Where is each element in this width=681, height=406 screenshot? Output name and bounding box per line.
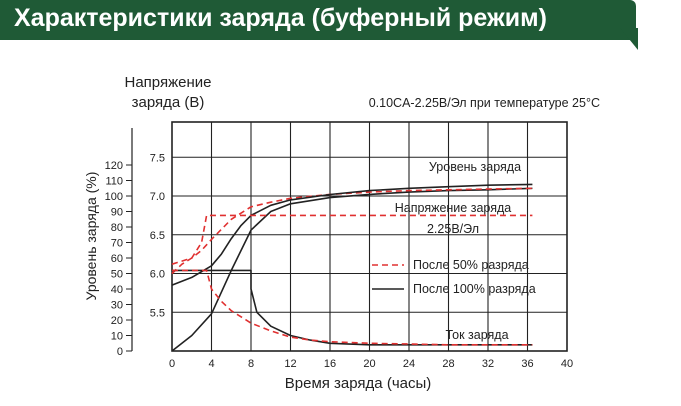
- chart-legend: После 50% разряда После 100% разряда: [372, 258, 536, 296]
- x-tick-label: 28: [442, 358, 454, 370]
- voltage-tick-label: 6.5: [150, 230, 165, 242]
- x-tick-label: 0: [169, 358, 175, 370]
- series-line-current-50: [172, 269, 533, 346]
- level-tick-label: 30: [111, 300, 123, 312]
- level-tick-label: 40: [111, 284, 123, 296]
- series-line-voltage-50: [171, 214, 533, 265]
- voltage-tick-label: 7.0: [150, 191, 165, 203]
- plot-frame: [171, 121, 568, 352]
- voltage-tick-label: 6.0: [150, 269, 165, 281]
- x-tick-label: 16: [324, 358, 336, 370]
- voltage-tick-label: 7.5: [150, 152, 165, 164]
- level-axis-ticks: 0 10 20 30 40 50 60 70 80 90 100 110 120: [105, 160, 132, 358]
- annotation-voltage: Напряжение заряда: [395, 201, 512, 215]
- x-tick-label: 12: [284, 358, 296, 370]
- x-axis-title: Время заряда (часы): [285, 375, 432, 392]
- series-line-voltage-100: [171, 183, 533, 286]
- level-tick-label: 20: [111, 315, 123, 327]
- level-axis-title: Уровень заряда (%): [83, 172, 99, 301]
- x-tick-label: 20: [363, 358, 375, 370]
- annotation-voltage-value: 2.25В/Эл: [427, 222, 479, 236]
- annotation-level: Уровень заряда: [429, 160, 521, 174]
- level-tick-label: 60: [111, 253, 123, 265]
- banner-callout-tail: [620, 28, 638, 50]
- legend-label-100: После 100% разряда: [413, 282, 536, 296]
- series-lines: [171, 183, 533, 352]
- x-tick-label: 40: [561, 358, 573, 370]
- series-line-current-100: [172, 269, 533, 346]
- level-tick-label: 80: [111, 222, 123, 234]
- voltage-tick-label: 5.5: [150, 307, 165, 319]
- x-tick-label: 36: [521, 358, 533, 370]
- level-tick-label: 70: [111, 238, 123, 250]
- voltage-axis-title-line1: Напряжение: [125, 74, 212, 91]
- title-banner: Характеристики заряда (буферный режим): [0, 0, 636, 40]
- x-tick-label: 4: [208, 358, 214, 370]
- annotation-current: Ток заряда: [445, 328, 508, 342]
- x-tick-label: 32: [482, 358, 494, 370]
- voltage-axis-title-line2: заряда (В): [132, 94, 205, 111]
- chart-title: Характеристики заряда (буферный режим): [14, 4, 547, 32]
- level-tick-label: 90: [111, 207, 123, 219]
- x-tick-label: 24: [403, 358, 415, 370]
- series-line-level-50: [171, 187, 533, 275]
- legend-label-50: После 50% разряда: [413, 258, 529, 272]
- level-tick-label: 110: [105, 176, 123, 188]
- level-tick-label: 10: [111, 331, 123, 343]
- x-tick-label: 8: [248, 358, 254, 370]
- level-tick-label: 120: [105, 160, 123, 172]
- level-tick-label: 50: [111, 269, 123, 281]
- level-tick-label: 0: [117, 346, 123, 358]
- voltage-axis-ticks: 5.5 6.0 6.5 7.0 7.5: [150, 152, 165, 319]
- level-tick-label: 100: [105, 191, 123, 203]
- x-axis-ticks: 0 4 8 12 16 20 24 28 32 36 40: [169, 358, 573, 370]
- chart-grid: [172, 122, 567, 351]
- chart-subtitle: 0.10CA-2.25В/Эл при температуре 25°C: [369, 96, 600, 110]
